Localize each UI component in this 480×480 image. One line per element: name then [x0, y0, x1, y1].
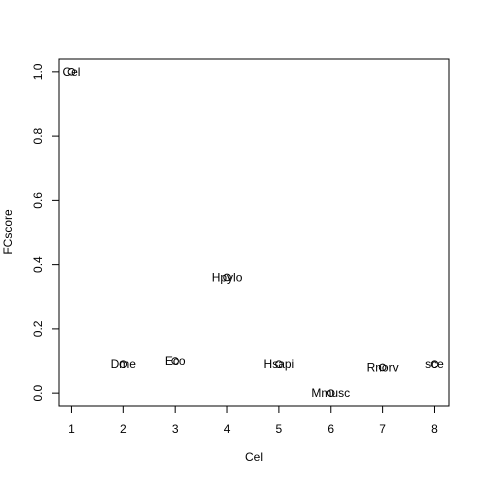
point-label: Hpylo [212, 270, 243, 284]
y-axis-label: FCscore [1, 209, 15, 255]
point-label: Eco [165, 354, 186, 368]
data-point [326, 389, 335, 397]
point-label: Mmusc [311, 386, 350, 400]
data-point [430, 360, 439, 369]
data-point [119, 360, 128, 369]
x-tick-label: 4 [224, 422, 231, 436]
x-tick-label: 6 [327, 422, 334, 436]
data-point [378, 363, 387, 372]
x-tick-label: 1 [68, 422, 75, 436]
point-label: sce [425, 357, 444, 371]
y-tick-label: 0.2 [31, 320, 45, 337]
point-label: Hsapi [264, 357, 295, 371]
x-tick-label: 8 [431, 422, 438, 436]
x-axis-label: Cel [245, 450, 263, 464]
point-label: Cel [62, 65, 80, 79]
y-tick-label: 0.0 [31, 384, 45, 401]
x-tick-label: 5 [276, 422, 283, 436]
data-point [67, 68, 76, 76]
plot-frame [58, 58, 450, 407]
point-label: Dme [111, 357, 137, 371]
y-tick-label: 1.0 [31, 63, 45, 80]
x-tick-label: 3 [172, 422, 179, 436]
x-tick-label: 2 [120, 422, 127, 436]
data-point [223, 273, 231, 282]
data-point [171, 357, 179, 365]
y-tick-label: 0.6 [31, 192, 45, 209]
point-label: Rnorv [367, 360, 399, 374]
x-tick-label: 7 [379, 422, 386, 436]
data-point [275, 360, 283, 369]
y-axis: 0.0 0.2 0.4 0.6 0.8 1.0 [31, 63, 60, 401]
y-tick-label: 0.4 [31, 256, 45, 273]
x-axis: 1 2 3 4 5 6 7 8 [68, 405, 438, 436]
data-points: Cel Dme Eco Hpylo Hsapi Mmusc Rnorv sce [62, 65, 444, 400]
y-tick-label: 0.8 [31, 127, 45, 144]
